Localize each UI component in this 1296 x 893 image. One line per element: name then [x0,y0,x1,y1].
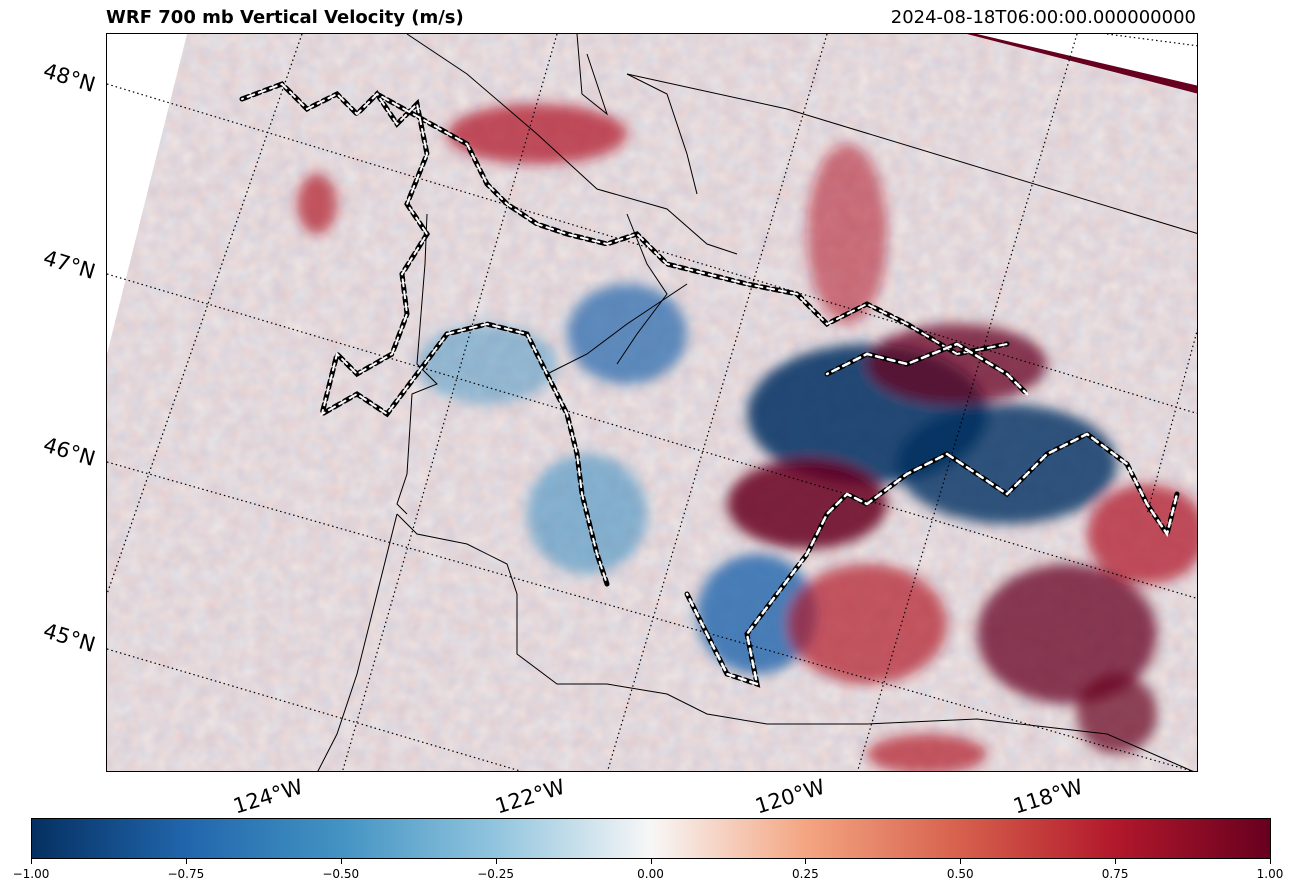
colorbar-tick [650,859,652,864]
lat-label-46: 46°N [40,432,99,471]
no-data-area [107,34,187,354]
colorbar-tick-label: 1.00 [1256,867,1284,881]
colorbar-tick-label: −0.25 [477,867,515,881]
colorbar-tick [185,859,187,864]
colorbar-tick-label: 0.75 [1101,867,1129,881]
colorbar-tick-label: 0.50 [946,867,974,881]
lat-label-47: 47°N [40,245,99,284]
lon-label-120: 120°W [752,774,828,819]
colorbar-tick-label: 0.00 [637,867,664,881]
colorbar-tick-label: −1.00 [12,867,50,881]
convective-cells [297,104,1197,771]
map-panel [106,33,1198,772]
lat-label-45: 45°N [40,618,99,657]
colorbar-tick [340,859,342,864]
colorbar-tick-label: −0.50 [322,867,360,881]
lon-label-122: 122°W [492,774,568,819]
colorbar [31,818,1271,859]
colorbar-tick [31,859,32,864]
map-title: WRF 700 mb Vertical Velocity (m/s) [106,7,464,28]
lat-label-48: 48°N [40,58,99,97]
colorbar-tick [960,859,962,864]
colorbar-tick-label: −0.75 [167,867,205,881]
graticule [107,34,1197,771]
lon-label-124: 124°W [230,774,306,819]
terrain-contour [239,81,1180,688]
lon-label-118: 118°W [1010,774,1086,819]
colorbar-tick-label: 0.25 [792,867,819,881]
colorbar-tick [1270,859,1271,864]
valid-time: 2024-08-18T06:00:00.000000000 [890,7,1196,28]
colorbar-tick [1115,859,1117,864]
colorbar-tick [495,859,497,864]
boundaries [317,34,1197,771]
map-canvas [107,34,1197,771]
colorbar-tick [805,859,807,864]
